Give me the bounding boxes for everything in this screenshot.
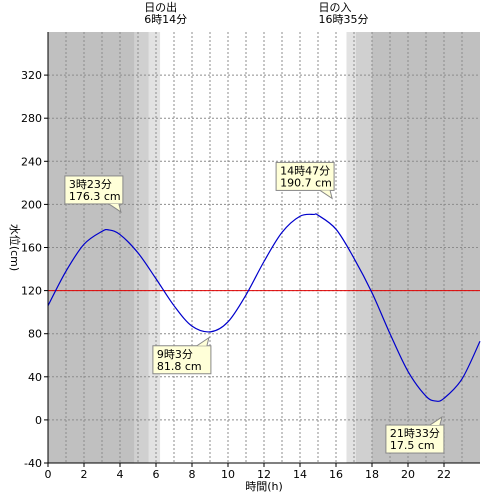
y-tick-label: 200: [21, 198, 42, 211]
y-tick-label: 120: [21, 285, 42, 298]
twilight-band: [346, 32, 356, 463]
callout-time: 14時47分: [280, 164, 330, 177]
x-tick-label: 4: [117, 468, 124, 481]
callout-value: 81.8 cm: [157, 360, 202, 373]
y-tick-label: 0: [35, 414, 42, 427]
x-tick-label: 8: [189, 468, 196, 481]
y-tick-label: 160: [21, 242, 42, 255]
y-tick-label: 280: [21, 112, 42, 125]
callout-box: [152, 345, 212, 375]
x-tick-label: 12: [257, 468, 271, 481]
y-tick-label: 240: [21, 155, 42, 168]
y-tick-label: 80: [28, 328, 42, 341]
callout-box: [64, 175, 124, 205]
y-tick-label: 320: [21, 69, 42, 82]
x-axis-label: 時間(h): [245, 480, 283, 493]
x-tick-label: 18: [365, 468, 379, 481]
callout-box: [275, 161, 335, 191]
tide-series-layer: [47, 213, 481, 402]
x-tick-label: 22: [437, 468, 451, 481]
twilight-band: [148, 32, 161, 463]
x-tick-label: 6: [153, 468, 160, 481]
callout-value: 190.7 cm: [280, 176, 332, 189]
x-tick-label: 16: [329, 468, 343, 481]
sun-labels: 日の出 6時14分 日の入 16時35分: [144, 0, 368, 26]
callout-pointer: [429, 415, 443, 426]
twilight-band: [355, 32, 372, 463]
callout-pointer: [196, 336, 210, 347]
tick-labels: 0 2 4 6 8 10 12 14 16 18 20 22-40040801201602002402…: [21, 69, 451, 481]
x-tick-label: 20: [401, 468, 415, 481]
x-tick-label: 14: [293, 468, 307, 481]
tide-line: [47, 213, 481, 402]
x-tick-label: 2: [81, 468, 88, 481]
y-axis-label: 水位(cm): [8, 224, 22, 271]
callout-value: 176.3 cm: [69, 190, 121, 203]
callout-time: 21時33分: [390, 427, 440, 440]
x-tick-label: 0: [45, 468, 52, 481]
y-tick-label: 40: [28, 371, 42, 384]
callout-value: 17.5 cm: [390, 439, 435, 452]
x-tick-label: 10: [221, 468, 235, 481]
callout-time: 3時23分: [69, 178, 112, 191]
sunrise-label: 日の出: [144, 0, 177, 14]
sunset-label: 日の入: [318, 1, 351, 14]
y-tick-label: -40: [24, 457, 42, 470]
callout-pointer: [319, 190, 333, 200]
callout-pointer: [108, 203, 122, 214]
callout-time: 9時3分: [157, 348, 193, 361]
callout-box: [385, 424, 445, 454]
sunset-time: 16時35分: [318, 13, 368, 26]
night-region-morning: [48, 32, 135, 463]
sunrise-time: 6時14分: [144, 13, 187, 26]
